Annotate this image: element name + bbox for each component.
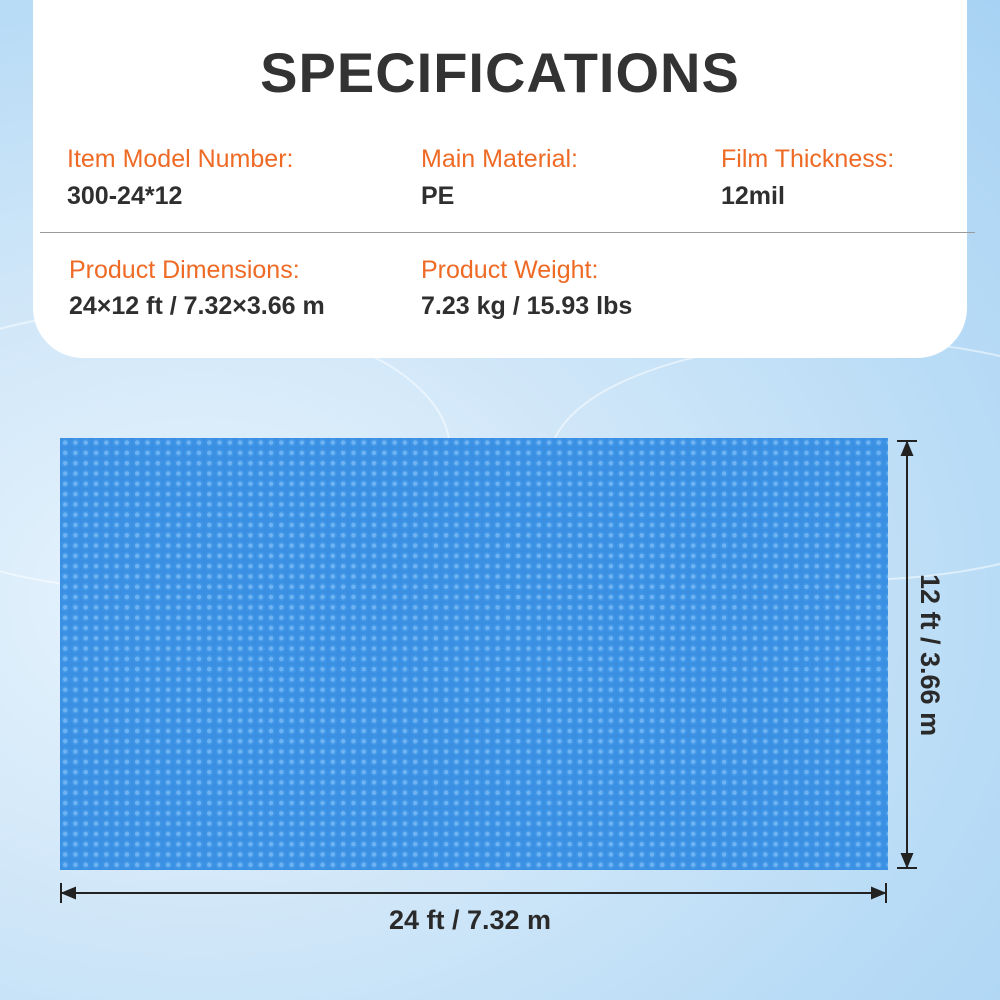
- divider: [40, 232, 975, 233]
- spec-label-weight: Product Weight:: [421, 256, 599, 284]
- page-title: SPECIFICATIONS: [260, 41, 740, 104]
- spec-label-material: Main Material:: [421, 145, 578, 173]
- spec-value-thickness: 12mil: [721, 182, 785, 210]
- spec-card: [33, 0, 967, 358]
- spec-value-model: 300-24*12: [67, 182, 183, 210]
- spec-value-weight: 7.23 kg / 15.93 lbs: [421, 292, 633, 320]
- spec-value-dimensions: 24×12 ft / 7.32×3.66 m: [69, 292, 325, 320]
- spec-label-thickness: Film Thickness:: [721, 145, 895, 173]
- spec-label-dimensions: Product Dimensions:: [69, 256, 300, 284]
- spec-value-material: PE: [421, 182, 455, 210]
- width-dimension-label: 24 ft / 7.32 m: [388, 905, 552, 935]
- height-dimension-label: 12 ft / 3.66 m: [915, 573, 945, 737]
- spec-label-model: Item Model Number:: [67, 145, 294, 173]
- pool-cover-image: [60, 438, 888, 870]
